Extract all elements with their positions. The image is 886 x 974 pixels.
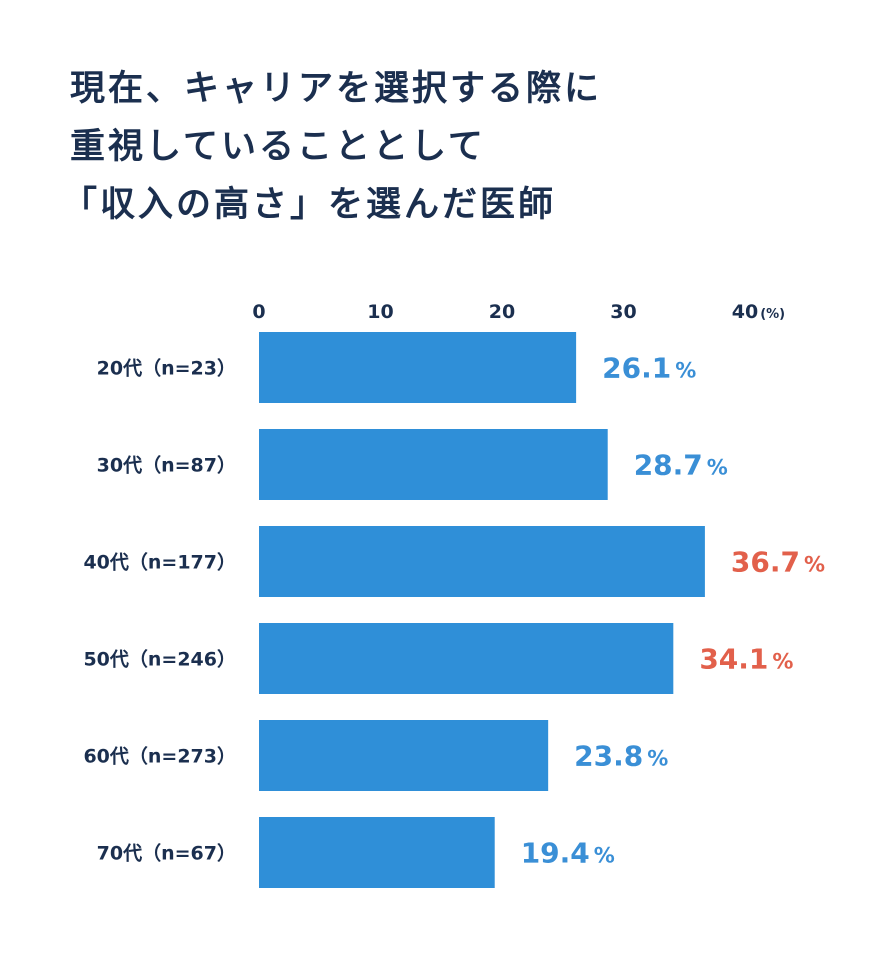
- chart-title: 「収入の高さ」を選んだ医師: [62, 185, 556, 225]
- bar: [259, 332, 577, 403]
- bar: [259, 429, 608, 500]
- value-unit: %: [594, 844, 615, 868]
- y-tick-label: 70代（n=67）: [97, 842, 236, 865]
- bar: [259, 720, 549, 791]
- value-label: 26.1: [602, 352, 671, 385]
- bar: [259, 526, 705, 597]
- y-tick-label: 40代（n=177）: [83, 551, 236, 574]
- x-tick-label: 20: [489, 301, 515, 323]
- y-tick-label: 20代（n=23）: [97, 357, 236, 380]
- value-unit: %: [647, 747, 668, 771]
- value-unit: %: [804, 553, 825, 577]
- value-label: 28.7: [634, 449, 703, 482]
- y-tick-label: 50代（n=246）: [83, 648, 236, 671]
- x-tick-label: 10: [367, 301, 393, 323]
- y-tick-label: 60代（n=273）: [83, 745, 236, 768]
- bar: [259, 623, 674, 694]
- x-tick-label: 30: [610, 301, 636, 323]
- chart-title: 重視していることとして: [70, 127, 486, 167]
- x-tick-label: 0: [252, 301, 265, 323]
- value-label: 36.7: [731, 546, 800, 579]
- chart-title: 現在、キャリアを選択する際に: [70, 69, 602, 109]
- x-tick-label: 40: [732, 301, 758, 323]
- value-label: 34.1: [699, 643, 768, 676]
- value-label: 23.8: [574, 740, 643, 773]
- value-unit: %: [675, 359, 696, 383]
- bar: [259, 817, 495, 888]
- value-label: 19.4: [521, 837, 590, 870]
- y-tick-label: 30代（n=87）: [97, 454, 236, 477]
- value-unit: %: [772, 650, 793, 674]
- value-unit: %: [707, 456, 728, 480]
- x-axis-unit: (%): [760, 307, 785, 322]
